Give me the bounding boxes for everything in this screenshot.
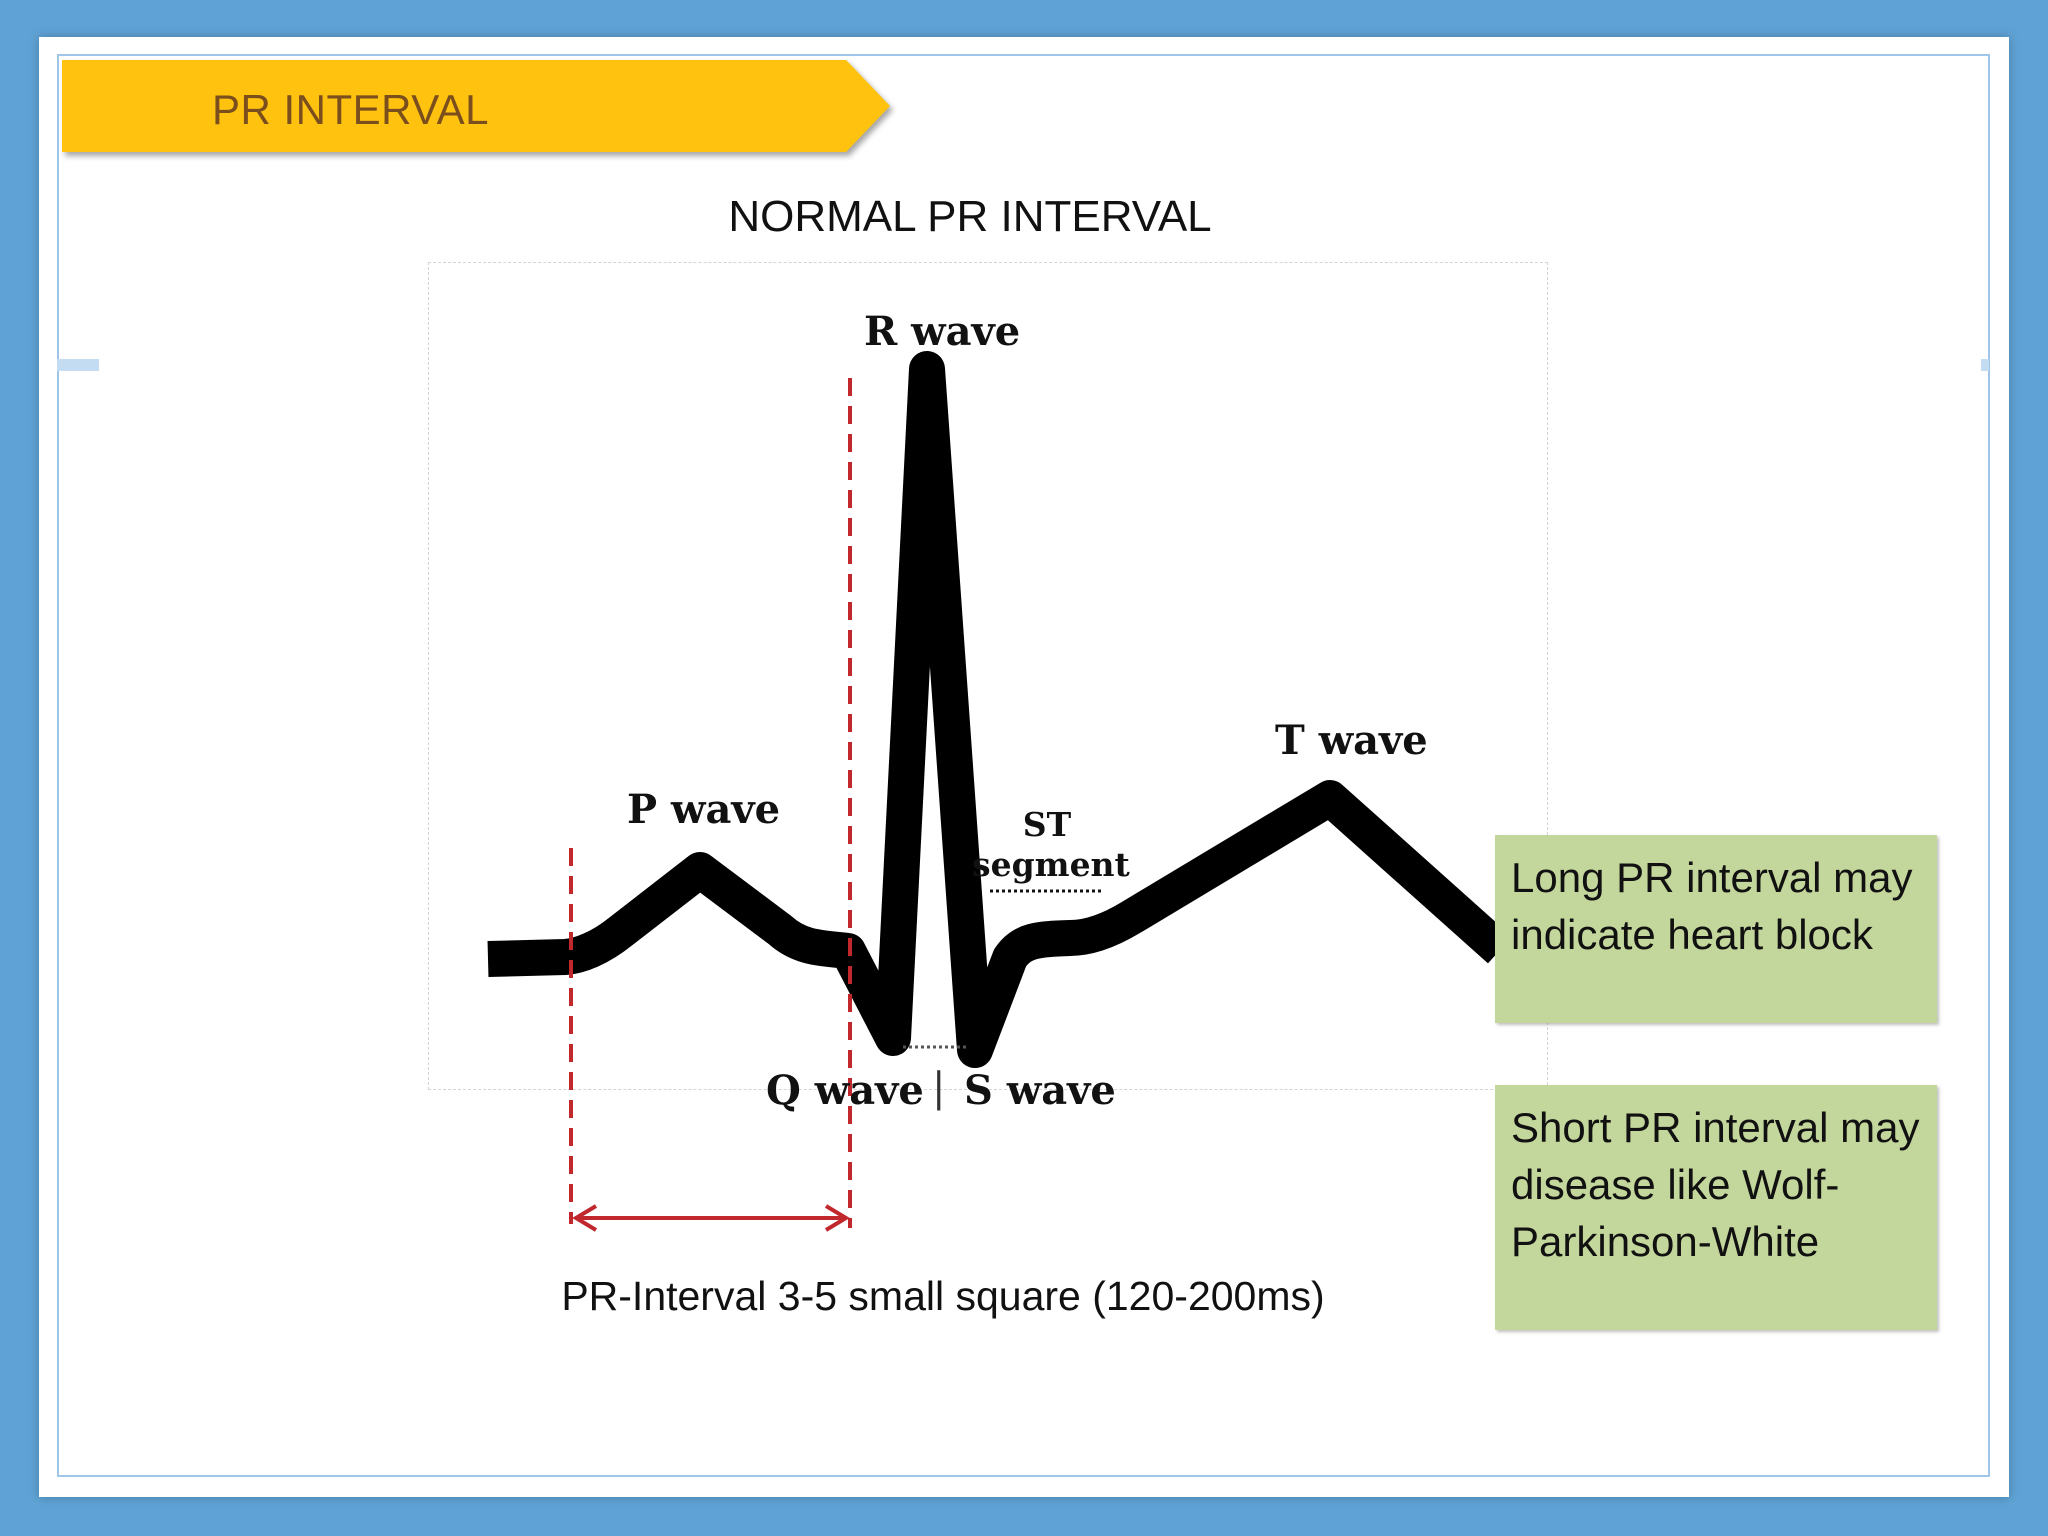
frame-tick-right xyxy=(1981,359,1989,371)
qs-separator: | xyxy=(932,1065,946,1111)
p-wave-label: P wave xyxy=(627,786,781,833)
s-wave-label: S wave xyxy=(964,1067,1116,1114)
pr-arrow-head-left xyxy=(572,1204,598,1232)
r-wave-label: R wave xyxy=(864,308,1021,355)
section-banner: PR INTERVAL xyxy=(62,60,890,152)
t-wave-label: T wave xyxy=(1275,717,1428,764)
long-pr-note: Long PR interval may indicate heart bloc… xyxy=(1495,835,1937,1023)
frame-tick-left xyxy=(57,359,99,371)
st-label-line1: ST xyxy=(1022,805,1072,844)
short-pr-note: Short PR interval may disease like Wolf-… xyxy=(1495,1085,1937,1330)
pr-arrow-head-right xyxy=(824,1204,850,1232)
slide-frame xyxy=(57,54,1990,1477)
banner-title: PR INTERVAL xyxy=(212,86,490,133)
st-label-line2: segment xyxy=(972,845,1130,884)
ecg-trace xyxy=(487,351,1512,1068)
pr-interval-caption: PR-Interval 3-5 small square (120-200ms) xyxy=(561,1273,1325,1319)
banner-arrow-shape xyxy=(62,60,890,152)
diagram-title: NORMAL PR INTERVAL xyxy=(728,192,1212,241)
st-segment-label: ST segment xyxy=(972,805,1130,885)
diagram-frame xyxy=(428,262,1548,1090)
q-wave-label: Q wave xyxy=(766,1067,924,1114)
